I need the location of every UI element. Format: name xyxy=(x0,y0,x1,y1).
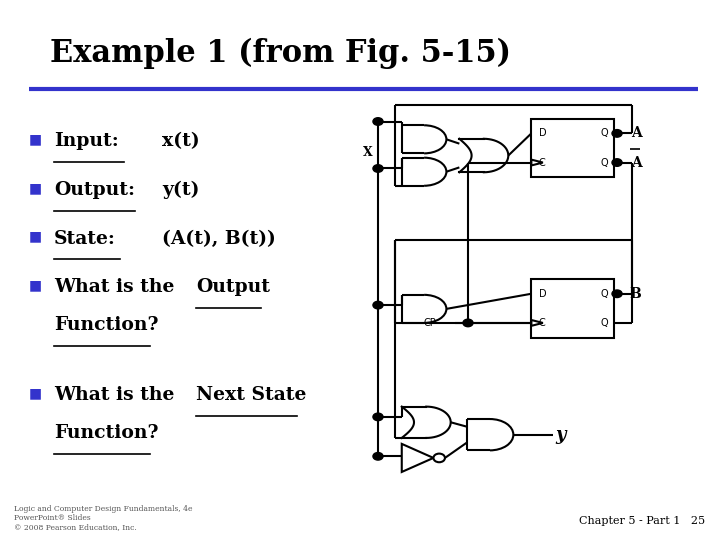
Circle shape xyxy=(373,413,383,421)
Circle shape xyxy=(612,290,622,298)
Text: ■: ■ xyxy=(29,278,42,292)
Text: CP: CP xyxy=(423,318,436,328)
Text: x(t): x(t) xyxy=(162,132,199,150)
Text: Function?: Function? xyxy=(54,316,158,334)
Text: D: D xyxy=(539,289,546,299)
Text: A: A xyxy=(631,156,642,170)
Circle shape xyxy=(373,453,383,460)
Text: D: D xyxy=(539,129,546,138)
Circle shape xyxy=(463,319,473,327)
Text: Function?: Function? xyxy=(54,424,158,442)
Text: ■: ■ xyxy=(29,181,42,195)
Text: Q: Q xyxy=(600,158,608,167)
Text: ■: ■ xyxy=(29,230,42,244)
Text: X: X xyxy=(363,146,373,159)
Text: Next State: Next State xyxy=(196,386,306,404)
Text: A: A xyxy=(631,126,642,140)
Text: Output: Output xyxy=(196,278,270,296)
Text: y(t): y(t) xyxy=(162,181,199,199)
Text: Q: Q xyxy=(600,289,608,299)
Text: y: y xyxy=(555,426,566,444)
Text: (A(t), B(t)): (A(t), B(t)) xyxy=(162,230,276,247)
Circle shape xyxy=(373,301,383,309)
Text: State:: State: xyxy=(54,230,116,247)
Text: B: B xyxy=(630,287,642,301)
Text: ■: ■ xyxy=(29,132,42,146)
Text: Output:: Output: xyxy=(54,181,135,199)
Circle shape xyxy=(612,130,622,137)
Text: What is the: What is the xyxy=(54,386,181,404)
Text: ■: ■ xyxy=(29,386,42,400)
Circle shape xyxy=(373,165,383,172)
Text: Chapter 5 - Part 1   25: Chapter 5 - Part 1 25 xyxy=(580,516,706,526)
Text: Logic and Computer Design Fundamentals, 4e
PowerPoint® Slides
© 2008 Pearson Edu: Logic and Computer Design Fundamentals, … xyxy=(14,505,193,531)
Circle shape xyxy=(373,118,383,125)
Text: Q: Q xyxy=(600,129,608,138)
Text: C: C xyxy=(539,318,545,328)
Text: What is the: What is the xyxy=(54,278,181,296)
Text: Input:: Input: xyxy=(54,132,119,150)
Bar xyxy=(531,119,614,177)
Bar xyxy=(531,279,614,338)
Circle shape xyxy=(612,159,622,166)
Text: Q: Q xyxy=(600,318,608,328)
Text: Example 1 (from Fig. 5-15): Example 1 (from Fig. 5-15) xyxy=(50,38,511,69)
Text: C: C xyxy=(539,158,545,167)
